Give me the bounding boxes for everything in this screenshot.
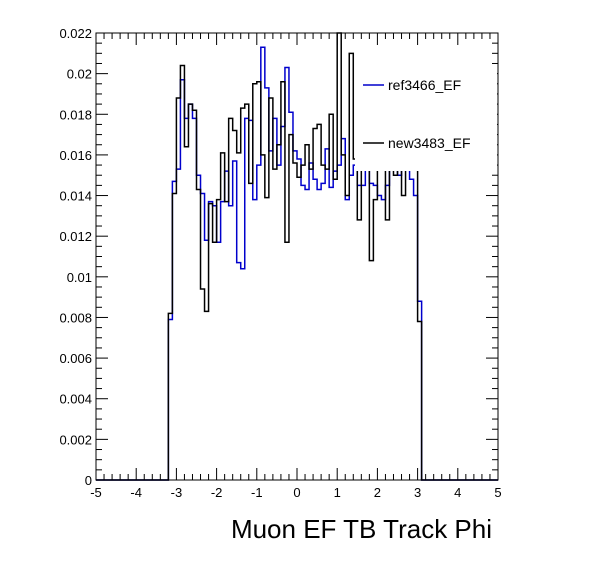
y-tick-label: 0.01: [67, 270, 92, 285]
y-tick-label: 0.006: [59, 351, 92, 366]
x-tick-label: -5: [90, 485, 102, 500]
y-tick-label: 0: [85, 473, 92, 488]
x-tick-label: -1: [251, 485, 263, 500]
y-tick-label: 0.008: [59, 310, 92, 325]
x-tick-label: 2: [374, 485, 381, 500]
x-tick-label: 1: [334, 485, 341, 500]
y-tick-label: 0.012: [59, 229, 92, 244]
x-axis-title: Muon EF TB Track Phi: [231, 514, 492, 544]
x-tick-label: 3: [414, 485, 421, 500]
legend-label-ref: ref3466_EF: [388, 77, 461, 93]
y-tick-label: 0.018: [59, 107, 92, 122]
x-tick-label: -2: [211, 485, 223, 500]
legend: ref3466_EF new3483_EF: [355, 67, 497, 171]
y-tick-label: 0.02: [67, 67, 92, 82]
x-tick-label: 4: [454, 485, 461, 500]
axis-group: -5 -4 -3 -2 -1 0 1 2 3 4 5 0 0.002 0.004 0.006 0.008 0.0…: [59, 26, 501, 500]
y-tick-label: 0.002: [59, 432, 92, 447]
x-tick-label: -3: [171, 485, 183, 500]
y-tick-label: 0.016: [59, 148, 92, 163]
x-tick-label: 0: [293, 485, 300, 500]
x-tick-label: 5: [494, 485, 501, 500]
x-tick-label: -4: [130, 485, 142, 500]
legend-label-new: new3483_EF: [388, 135, 471, 151]
y-tick-label: 0.014: [59, 189, 92, 204]
y-tick-label: 0.022: [59, 26, 92, 41]
y-tick-label: 0.004: [59, 392, 92, 407]
